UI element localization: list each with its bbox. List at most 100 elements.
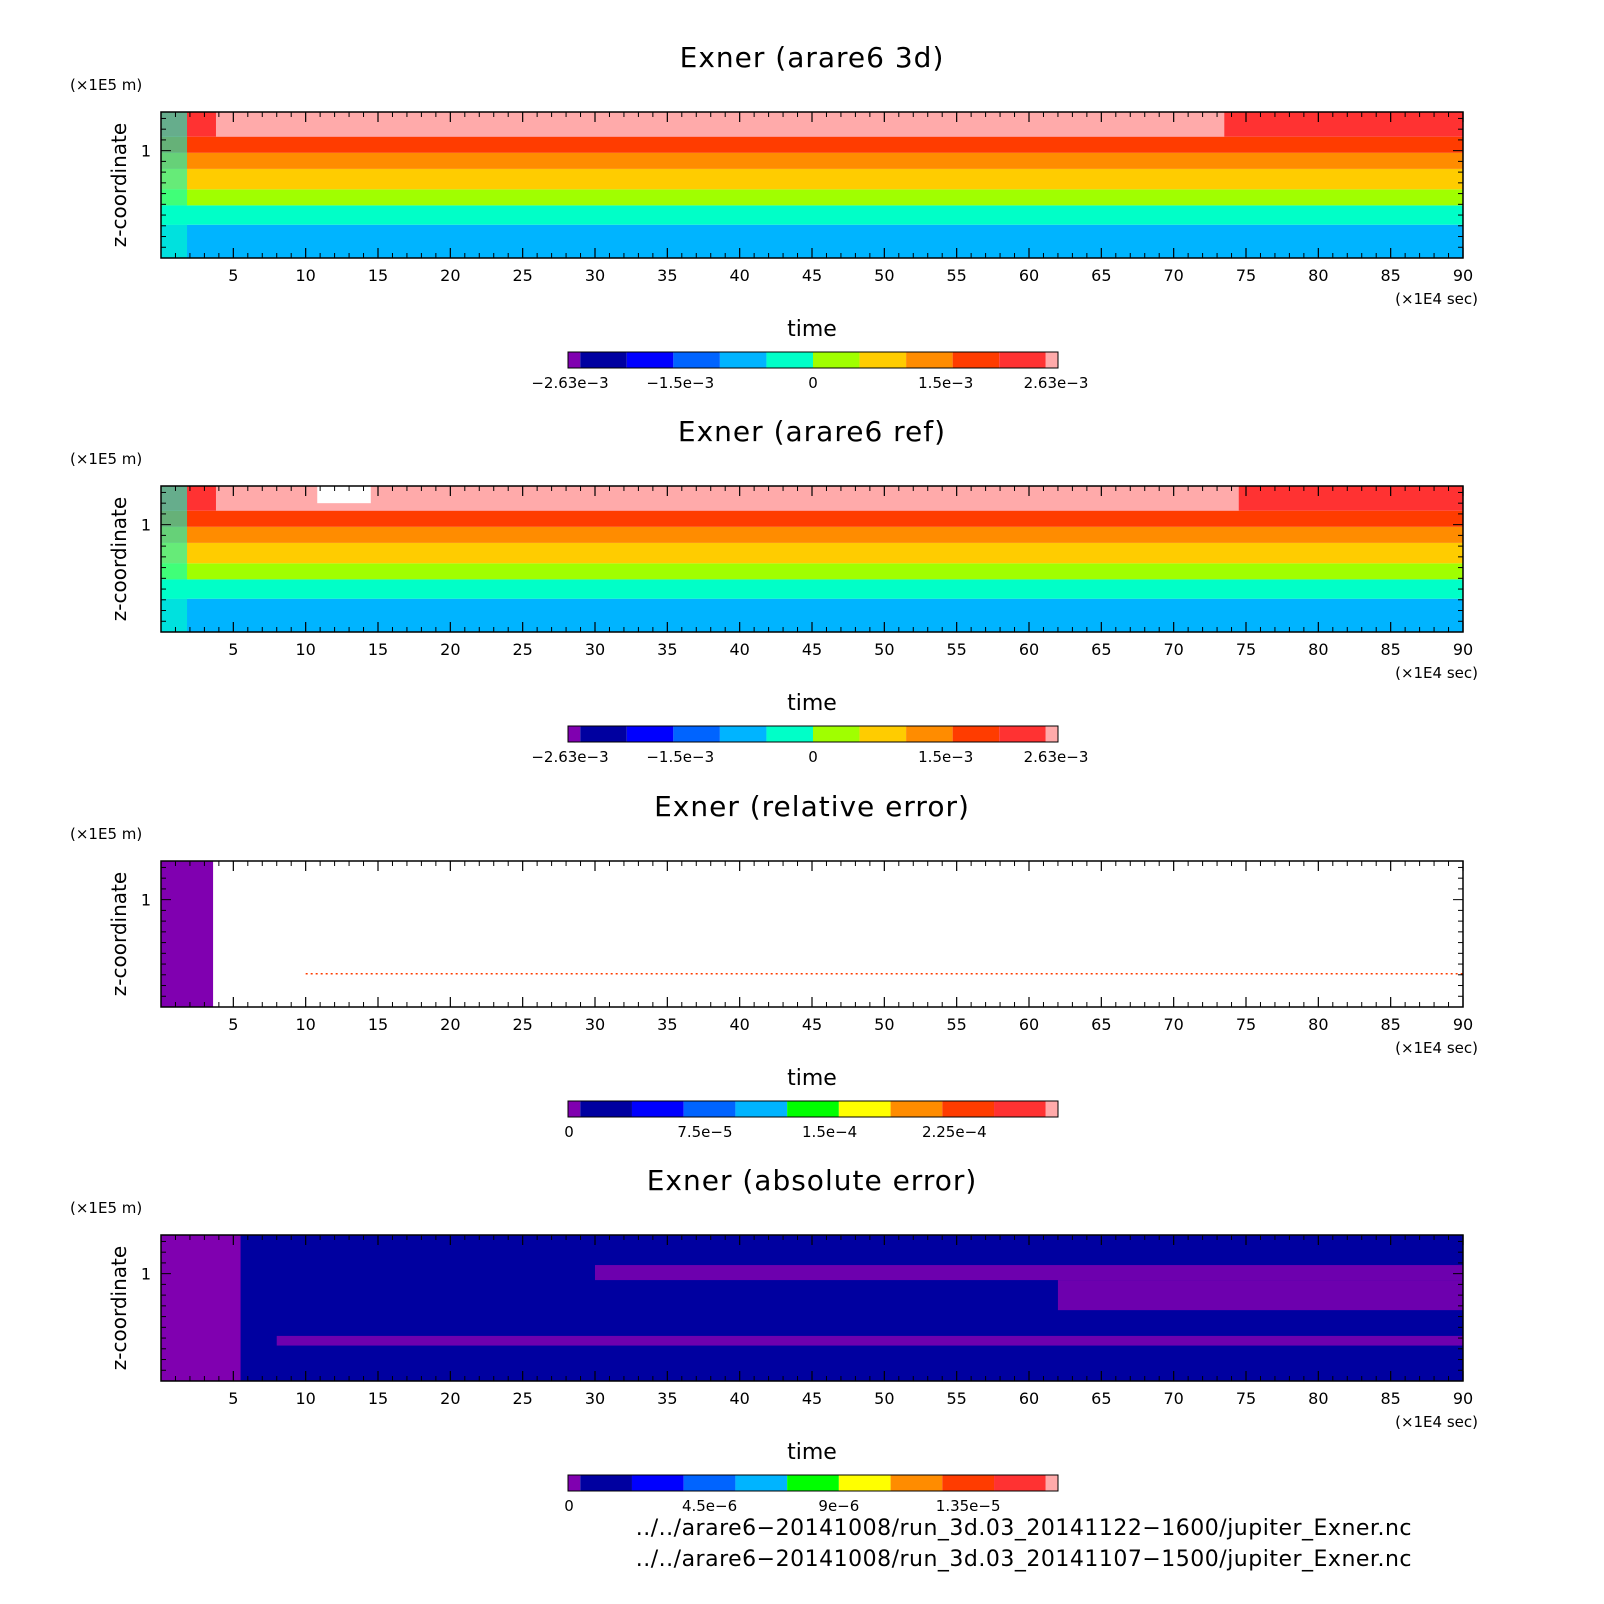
field-band-3 [161, 189, 1463, 206]
colorbar-swatch [859, 726, 907, 742]
colorbar: 0 7.5e−5 1.5e−4 2.25e−4 [564, 1100, 1059, 1141]
field-band-4 [161, 542, 1463, 564]
colorbar-swatch [580, 352, 627, 368]
x-tick-label: 5 [228, 640, 238, 659]
plot-area [161, 486, 1463, 632]
x-tick-label: 80 [1308, 640, 1328, 659]
colorbar-tick-label: 1.35e−5 [936, 1497, 1001, 1515]
colorbar-swatch [766, 352, 813, 368]
file-path-1: ../../arare6−20141008/run_3d.03_20141122… [635, 1516, 1412, 1541]
x-tick-label: 75 [1236, 1015, 1256, 1034]
x-tick-label: 50 [874, 1015, 894, 1034]
x-tick-label: 60 [1019, 1015, 1039, 1034]
colorbar-tick-label: 0 [564, 1497, 574, 1515]
x-tick-label: 10 [295, 1015, 315, 1034]
colorbar-tick-label: −2.63e−3 [531, 748, 608, 766]
file-path-2: ../../arare6−20141008/run_3d.03_20141107… [635, 1547, 1412, 1572]
field-band-2 [161, 579, 1463, 599]
plot-area [161, 112, 1463, 258]
x-tick-label: 10 [295, 1389, 315, 1408]
x-axis-label: time [787, 691, 837, 716]
colorbar-swatch [719, 352, 767, 368]
top-contour-patch [215, 112, 1225, 137]
y-tick-label: 1 [141, 891, 151, 910]
x-tick-label: 75 [1236, 640, 1256, 659]
colorbar-tick-label: −1.5e−3 [646, 748, 714, 766]
colorbar-swatch [890, 1475, 943, 1491]
colorbar-swatch [1045, 352, 1058, 368]
field-band-4 [161, 168, 1463, 190]
x-tick-label: 65 [1091, 640, 1111, 659]
colorbar-swatch [890, 1101, 943, 1117]
x-tick-label: 40 [729, 640, 749, 659]
x-tick-label: 20 [440, 1389, 460, 1408]
panel-4: Exner (absolute error) (×1E5 m) z-coordina… [70, 1164, 1478, 1515]
colorbar-tick-label: −2.63e−3 [531, 374, 608, 392]
x-tick-label: 15 [368, 640, 388, 659]
field-band-5 [161, 526, 1463, 543]
colorbar-frame [567, 725, 1059, 743]
x-tick-label: 45 [802, 640, 822, 659]
field-band-6 [161, 510, 1463, 527]
x-tick-label: 85 [1380, 266, 1400, 285]
startup-transient [161, 486, 188, 632]
colorbar-frame [567, 1100, 1059, 1118]
colorbar-swatch [787, 1475, 839, 1491]
y-unit-label: (×1E5 m) [70, 450, 142, 468]
colorbar-tick-label: 0 [808, 374, 818, 392]
x-tick-label: 5 [228, 266, 238, 285]
colorbar-tick-label: 4.5e−6 [682, 1497, 737, 1515]
colorbar-swatch [766, 726, 813, 742]
colorbar-swatch [1045, 1101, 1058, 1117]
x-tick-label: 50 [874, 1389, 894, 1408]
colorbar-swatch [838, 1475, 891, 1491]
panel-3: Exner (relative error) (×1E5 m) z-coordina… [70, 790, 1478, 1141]
colorbar-swatch [942, 1475, 995, 1491]
colorbar-swatch [952, 726, 1000, 742]
x-tick-label: 55 [946, 266, 966, 285]
x-tick-label: 60 [1019, 266, 1039, 285]
x-tick-label: 75 [1236, 266, 1256, 285]
colorbar-swatch [813, 726, 860, 742]
field-band-1 [161, 861, 1463, 1007]
y-axis-label: z-coordinate [107, 123, 131, 247]
x-axis-label: time [787, 1066, 837, 1091]
panel-title: Exner (relative error) [654, 790, 970, 823]
x-tick-label: 70 [1163, 266, 1183, 285]
x-unit-label: (×1E4 sec) [1395, 290, 1478, 308]
colorbar-swatch [994, 1475, 1046, 1491]
top-contour-patch [215, 486, 1239, 511]
colorbar-swatch [568, 1101, 581, 1117]
colorbar-tick-label: 2.25e−4 [922, 1123, 987, 1141]
colorbar-swatch [683, 1101, 736, 1117]
x-tick-label: 80 [1308, 1015, 1328, 1034]
y-tick-label: 1 [141, 516, 151, 535]
x-tick-label: 80 [1308, 266, 1328, 285]
x-axis-label: time [787, 317, 837, 342]
panel-2: Exner (arare6 ref) (×1E5 m) z-coordinate 5 1… [70, 415, 1478, 766]
colorbar-swatch [580, 1101, 632, 1117]
x-tick-label: 90 [1453, 1015, 1473, 1034]
colorbar-swatch [719, 726, 767, 742]
colorbar-tick-label: 2.63e−3 [1024, 748, 1089, 766]
colorbar-swatch [859, 352, 907, 368]
x-tick-label: 55 [946, 1389, 966, 1408]
colorbar-swatch [673, 726, 720, 742]
colorbar-tick-label: 1.5e−3 [918, 374, 973, 392]
x-tick-label: 45 [802, 1015, 822, 1034]
colorbar-tick-label: 9e−6 [818, 1497, 859, 1515]
x-tick-label: 35 [657, 640, 677, 659]
colorbar-swatch [787, 1101, 839, 1117]
colorbar-frame [567, 351, 1059, 369]
colorbar: −2.63e−3 −1.5e−3 0 1.5e−3 2.63e−3 [531, 351, 1088, 392]
x-tick-label: 55 [946, 1015, 966, 1034]
colorbar-frame [567, 1474, 1059, 1492]
colorbar-tick-label: 1.5e−4 [802, 1123, 857, 1141]
x-tick-label: 5 [228, 1015, 238, 1034]
panel-title: Exner (absolute error) [647, 1164, 978, 1197]
x-axis-label: time [787, 1440, 837, 1465]
x-tick-label: 65 [1091, 266, 1111, 285]
x-tick-label: 90 [1453, 266, 1473, 285]
colorbar-swatch [631, 1101, 684, 1117]
